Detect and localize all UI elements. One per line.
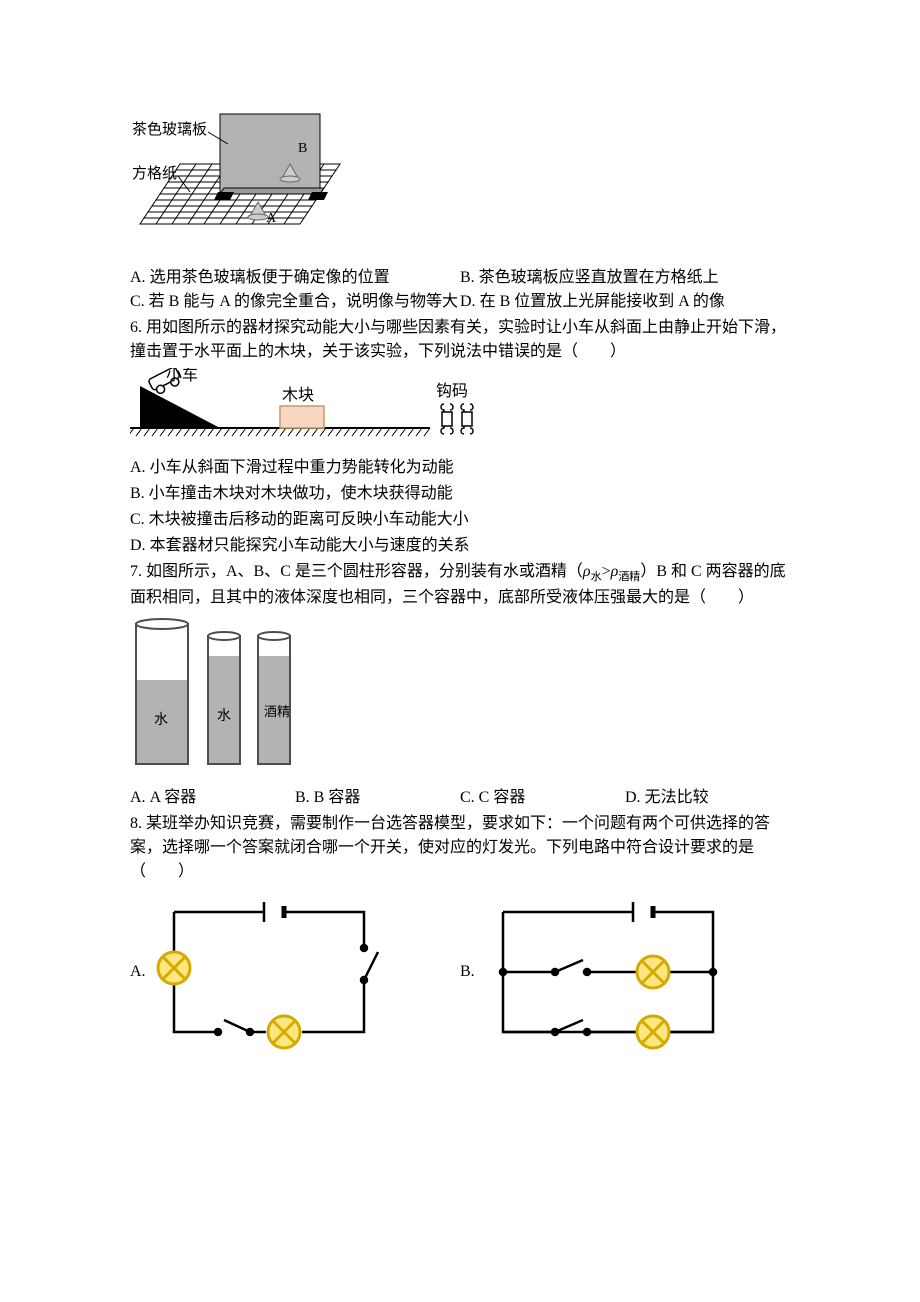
q8-stem: 8. 某班举办知识竞赛，需要制作一台选答器模型，要求如下：一个问题有两个可供选择… [130, 812, 790, 884]
q7-option-b: B. B 容器 [295, 786, 460, 810]
q8-circuitB-svg [483, 892, 733, 1052]
q6-label-block: 木块 [282, 386, 314, 404]
q6-option-c: C. 木块被撞击后移动的距离可反映小车动能大小 [130, 508, 790, 532]
q7-cylC-label: 酒精 [264, 704, 290, 719]
q6-option-d: D. 本套器材只能探究小车动能大小与速度的关系 [130, 534, 790, 558]
q5-label-glass: 茶色玻璃板 [132, 120, 207, 138]
q7-stem: 7. 如图所示，A、B、C 是三个圆柱形容器，分别装有水或酒精（ρ水>ρ酒精）B… [130, 560, 790, 610]
q5-figure: A B 茶色玻璃板 方格纸 [130, 104, 790, 262]
q5-label-b: B [298, 141, 307, 156]
q7-figure: 水 水 酒精 [130, 614, 790, 782]
q8-circuitA-label: A. [130, 960, 146, 984]
q7-option-c: C. C 容器 [460, 786, 625, 810]
svg-text:A: A [266, 211, 277, 226]
q6-label-hook: 钩码 [436, 382, 468, 400]
q8-circuitB-label: B. [460, 960, 475, 984]
q8-circuitA-svg [154, 892, 384, 1052]
q6-label-car: 小车 [166, 368, 198, 384]
q6-option-a: A. 小车从斜面下滑过程中重力势能转化为动能 [130, 456, 790, 480]
q7-option-d: D. 无法比较 [625, 786, 790, 810]
q5-options: A. 选用茶色玻璃板便于确定像的位置 B. 茶色玻璃板应竖直放置在方格纸上 C.… [130, 266, 790, 314]
q7-cylB-label: 水 [217, 708, 231, 724]
q5-option-d: D. 在 B 位置放上光屏能接收到 A 的像 [460, 290, 790, 314]
q6-stem: 6. 用如图所示的器材探究动能大小与哪些因素有关，实验时让小车从斜面上由静止开始… [130, 316, 790, 364]
q7-cylA-label: 水 [154, 712, 168, 728]
q7-options: A. A 容器 B. B 容器 C. C 容器 D. 无法比较 [130, 786, 790, 810]
q6-option-b: B. 小车撞击木块对木块做功，使木块获得动能 [130, 482, 790, 506]
q5-option-b: B. 茶色玻璃板应竖直放置在方格纸上 [460, 266, 790, 290]
q7-option-a: A. A 容器 [130, 786, 295, 810]
q5-option-c: C. 若 B 能与 A 的像完全重合，说明像与物等大 [130, 290, 460, 314]
q5-option-a: A. 选用茶色玻璃板便于确定像的位置 [130, 266, 460, 290]
q8-circuits: A. [130, 892, 790, 1052]
q5-label-paper: 方格纸 [132, 165, 177, 182]
q6-figure: 小车 木块 钩码 [130, 368, 790, 452]
